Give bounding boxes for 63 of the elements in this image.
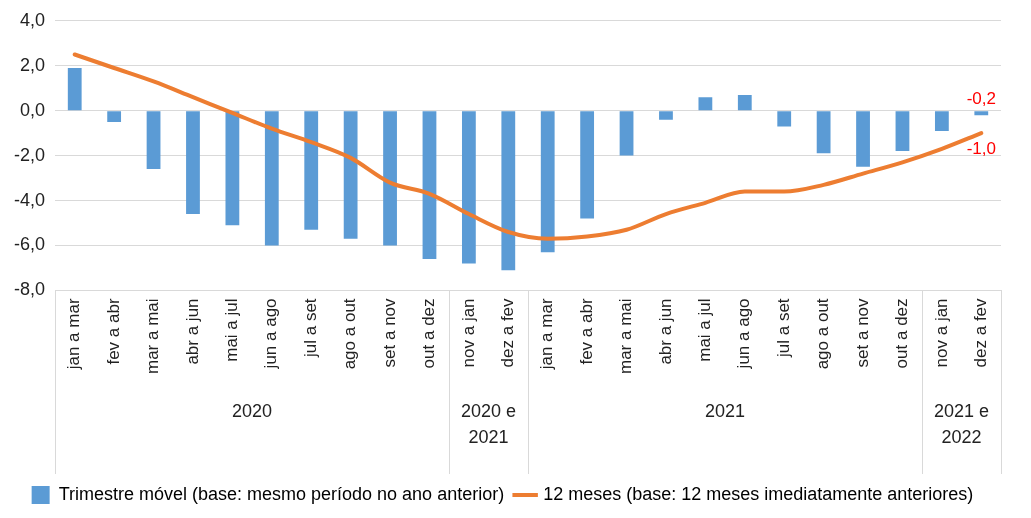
x-tick-label: dez a fev xyxy=(970,297,990,368)
x-tick-label: out a dez xyxy=(419,298,439,369)
bar xyxy=(461,111,476,264)
text: 2021 e 2022 xyxy=(934,400,990,447)
bar xyxy=(146,111,161,170)
y-tick-label: 2,0 xyxy=(19,54,46,75)
x-tick-label: dez a fev xyxy=(497,297,517,368)
bar xyxy=(225,111,240,226)
bar xyxy=(659,111,673,120)
x-tick-label: nov a jan xyxy=(458,298,478,368)
bar xyxy=(343,111,358,239)
bar xyxy=(501,111,516,271)
x-tick-label: jul a set xyxy=(773,298,793,359)
bar xyxy=(107,111,122,122)
text: 2021 xyxy=(705,400,746,421)
x-tick-label: out a dez xyxy=(892,298,912,369)
bar xyxy=(186,111,200,215)
bar xyxy=(540,111,555,253)
x-tick-label: jul a set xyxy=(300,298,320,359)
bar xyxy=(304,111,319,230)
x-tick-label: jan a mar xyxy=(537,298,557,371)
x-tick-label: ago a out xyxy=(340,298,360,370)
bar xyxy=(580,111,595,219)
y-tick-label: 4,0 xyxy=(19,9,46,30)
bar xyxy=(264,111,279,246)
y-tick-label: -4,0 xyxy=(13,189,46,210)
x-tick-label: mai a jul xyxy=(695,298,715,362)
x-tick-label: set a nov xyxy=(852,297,872,368)
x-tick-label: jan a mar xyxy=(64,298,84,371)
x-tick-label: mar a mai xyxy=(143,298,163,375)
x-tick-label: mai a jul xyxy=(222,298,242,362)
x-tick-label: fev a abr xyxy=(103,298,123,365)
x-tick-label: ago a out xyxy=(813,298,833,370)
bar xyxy=(383,111,397,246)
bar xyxy=(934,111,949,131)
bar xyxy=(895,111,910,152)
bar xyxy=(777,111,792,127)
bar xyxy=(698,97,713,111)
x-tick-label: mar a mai xyxy=(616,298,636,375)
x-tick-label: abr a jun xyxy=(655,298,675,365)
data-label: -1,0 xyxy=(966,139,996,159)
x-tick-label: jun a ago xyxy=(261,298,281,370)
data-label: -0,2 xyxy=(966,88,996,108)
bar xyxy=(422,111,437,259)
bar xyxy=(856,111,870,167)
x-tick-label: fev a abr xyxy=(576,298,596,365)
text: 2020 xyxy=(232,400,273,421)
bar xyxy=(816,111,831,154)
y-tick-label: -2,0 xyxy=(13,144,46,165)
y-tick-label: -8,0 xyxy=(13,279,46,300)
text: 2020 e 2021 xyxy=(461,400,517,447)
bar xyxy=(737,94,752,111)
legend-label: 12 meses (base: 12 meses imediatamente anteriores) xyxy=(543,483,974,504)
x-tick-label: abr a jun xyxy=(182,298,202,365)
bar xyxy=(974,111,989,116)
legend-label: Trimestre móvel (base: mesmo período no ano anterior) xyxy=(58,483,505,504)
bar xyxy=(619,111,634,156)
x-tick-label: nov a jan xyxy=(931,298,951,368)
bar xyxy=(67,67,82,111)
y-tick-label: 0,0 xyxy=(19,99,46,120)
y-tick-label: -6,0 xyxy=(13,234,46,255)
x-tick-label: set a nov xyxy=(379,297,399,368)
x-tick-label: jun a ago xyxy=(734,298,754,370)
